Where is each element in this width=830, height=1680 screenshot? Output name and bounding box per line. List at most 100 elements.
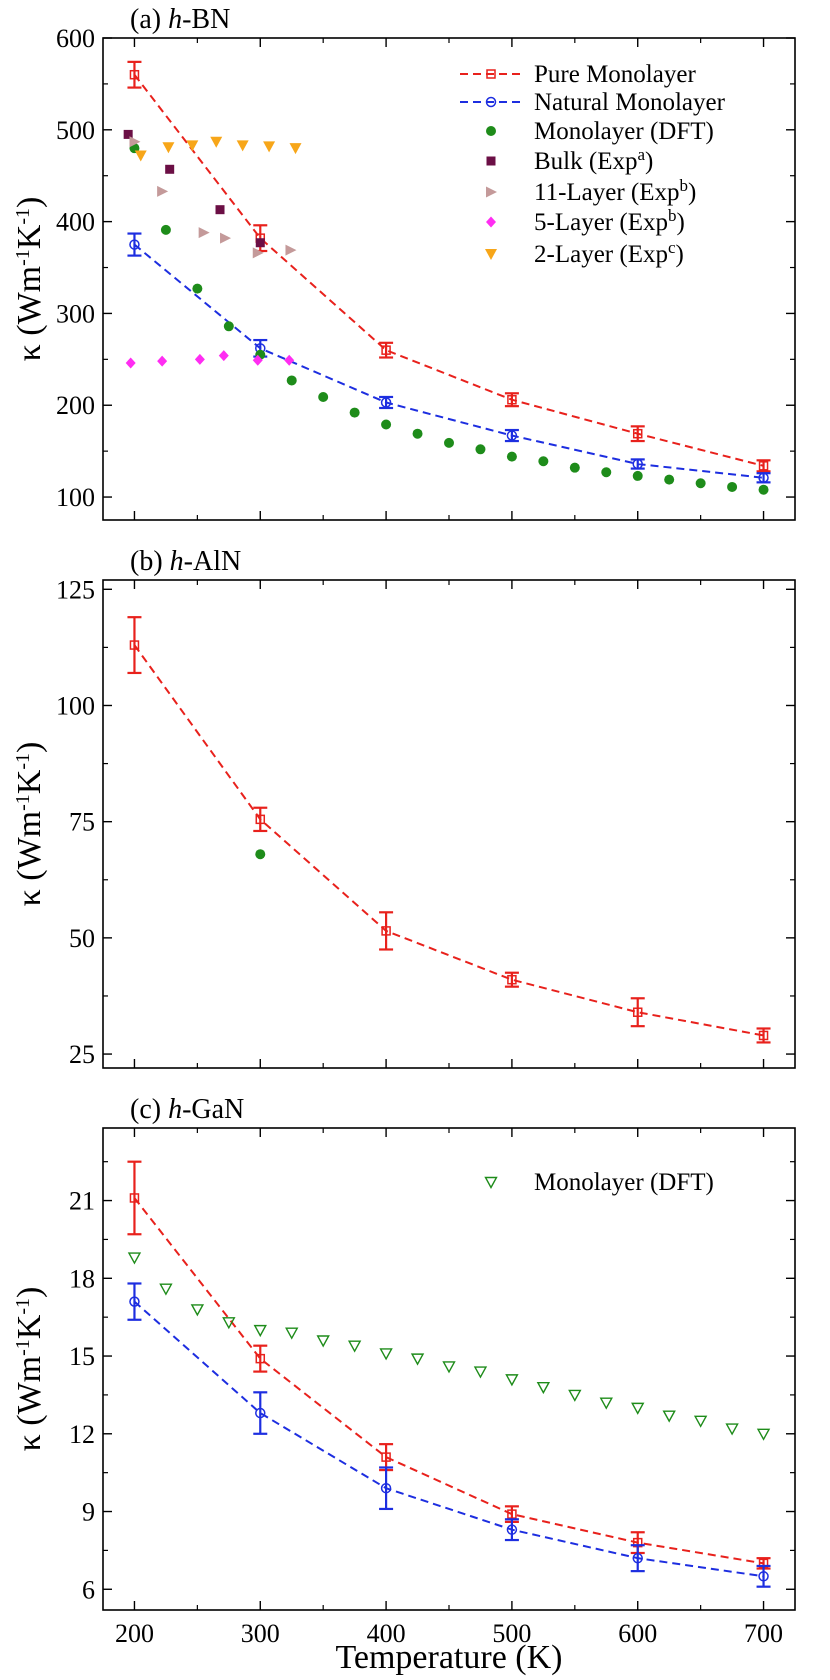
legend-entry: Pure Monolayer (460, 61, 696, 88)
data-point (192, 283, 203, 294)
data-point (693, 1415, 708, 1428)
panel-title: (c) h-GaN (130, 1094, 244, 1125)
data-point (129, 1296, 140, 1307)
legend-label: 5-Layer (Expb) (534, 206, 685, 237)
data-point (662, 1410, 676, 1423)
series-pure-monolayer (127, 616, 771, 1044)
data-point (316, 1335, 330, 1348)
series-natural-monolayer (127, 232, 771, 484)
data-point (255, 1353, 266, 1364)
y-tick-label: 300 (56, 299, 95, 328)
data-point (129, 640, 140, 650)
y-tick-label: 12 (69, 1420, 95, 1449)
legend-entry: 2-Layer (Expc) (485, 238, 684, 268)
data-point (318, 391, 329, 402)
data-point (255, 849, 266, 860)
legend-marker (486, 156, 496, 166)
legend-entry: 5-Layer (Expb) (486, 206, 685, 237)
data-point (507, 1509, 517, 1519)
series-line (133, 74, 764, 467)
data-point (125, 357, 136, 369)
data-point (410, 1353, 425, 1366)
series-monolayer-dft- (255, 849, 266, 860)
legend-entry: Monolayer (DFT) (486, 118, 714, 145)
legend-label: Pure Monolayer (534, 61, 696, 88)
data-point (568, 1389, 582, 1402)
y-tick-label: 100 (56, 483, 95, 512)
x-tick-label: 200 (115, 1619, 154, 1648)
data-point (289, 143, 302, 155)
series-pure-monolayer (127, 1160, 771, 1570)
series-2-layer-exp-c- (134, 136, 302, 162)
data-point (198, 227, 210, 239)
data-point (252, 354, 263, 366)
y-tick-label: 500 (56, 116, 95, 145)
data-point (253, 1324, 267, 1338)
panel-a: 100 200 300 400 500 600 (a) h-BN κ (Wm-1K-1) Pur… (11, 4, 796, 521)
data-point (506, 430, 518, 441)
data-point (162, 142, 175, 154)
data-point (194, 353, 205, 365)
data-point (215, 205, 225, 215)
data-point (664, 474, 675, 485)
series-monolayer-dft- (129, 143, 769, 495)
series-line (133, 1300, 764, 1578)
legend: Monolayer (DFT) (484, 1169, 714, 1196)
data-point (536, 1381, 551, 1395)
data-point (727, 481, 738, 492)
series-monolayer-dft- (127, 1252, 771, 1441)
y-tick-label: 75 (69, 808, 95, 837)
data-point (599, 1397, 613, 1410)
data-point (380, 397, 392, 408)
data-point (347, 1340, 362, 1353)
data-point (210, 136, 223, 148)
data-point (157, 185, 169, 197)
data-point (286, 375, 297, 386)
data-point (758, 1030, 769, 1041)
series-natural-monolayer (127, 1282, 771, 1588)
y-tick-label: 6 (82, 1575, 95, 1604)
data-point (569, 462, 580, 473)
data-point (349, 407, 360, 418)
data-point (758, 461, 769, 471)
y-axis-label: κ (Wm-1K-1) (11, 197, 48, 362)
data-point (631, 1402, 645, 1415)
y-tick-label: 600 (56, 24, 95, 53)
series-bulk-exp-a- (123, 129, 265, 248)
data-point (379, 1348, 393, 1361)
data-point (263, 141, 276, 153)
data-point (220, 232, 232, 244)
x-tick-label: 400 (367, 1619, 406, 1648)
y-tick-label: 400 (56, 208, 95, 237)
series-pure-monolayer (127, 60, 771, 473)
data-point (444, 437, 454, 448)
data-point (223, 321, 234, 332)
data-point (507, 394, 517, 405)
data-point (134, 150, 147, 162)
data-point (381, 345, 391, 355)
panel-c: 200 300 400 500 600 700 6 9 12 15 18 21 (c) h-GaN κ (… (11, 1094, 796, 1648)
x-tick-label: 300 (241, 1619, 280, 1648)
legend-marker (485, 96, 497, 108)
legend-label: Monolayer (DFT) (534, 1169, 714, 1196)
data-point (236, 140, 249, 152)
legend-label: 11-Layer (Expb) (534, 176, 696, 207)
data-point (442, 1361, 456, 1374)
data-point (190, 1304, 205, 1317)
data-point (381, 419, 392, 430)
y-tick-label: 100 (56, 691, 95, 720)
data-point (129, 69, 140, 80)
series-line (133, 644, 764, 1037)
data-point (157, 355, 168, 367)
data-point (129, 136, 141, 148)
data-point (380, 1482, 392, 1494)
data-point (285, 1327, 299, 1340)
data-point (632, 458, 643, 470)
data-point (222, 1317, 236, 1330)
data-point (129, 1193, 140, 1203)
legend-label: Monolayer (DFT) (534, 118, 714, 145)
legend-entry: Natural Monolayer (460, 89, 726, 116)
x-tick-label: 600 (618, 1619, 657, 1648)
data-point (285, 244, 297, 256)
legend-label: Natural Monolayer (534, 89, 726, 116)
